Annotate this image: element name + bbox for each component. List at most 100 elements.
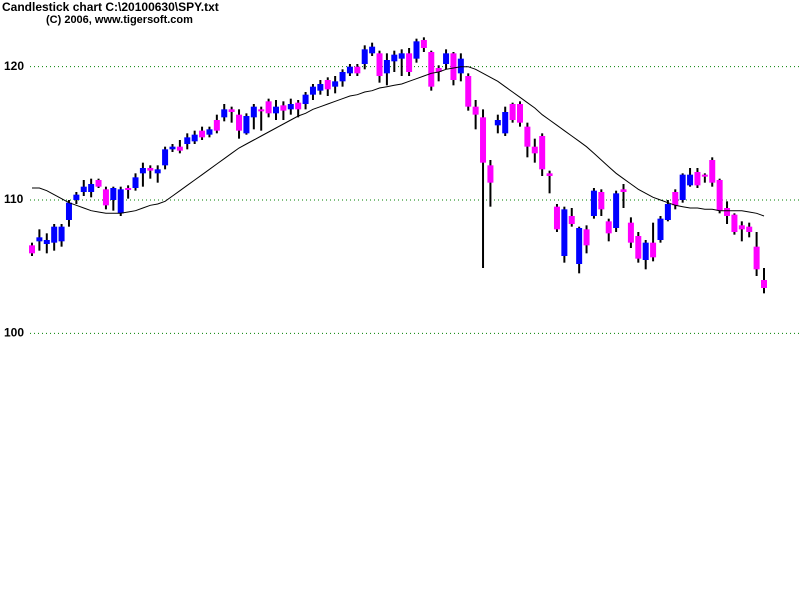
candle-body xyxy=(95,180,102,187)
candle-body xyxy=(154,169,161,174)
candle-body xyxy=(228,109,235,112)
candle-body xyxy=(51,226,58,243)
candle-body xyxy=(761,280,767,288)
candle-body xyxy=(43,240,50,244)
candle-body xyxy=(509,104,516,120)
candle-body xyxy=(369,46,376,54)
candle-body xyxy=(524,126,531,147)
candle-body xyxy=(694,172,701,186)
candle-body xyxy=(117,189,124,214)
candle-body xyxy=(139,168,146,174)
candle-body xyxy=(273,106,279,114)
candle-body xyxy=(701,174,708,177)
candle-body xyxy=(191,134,198,142)
candle-body xyxy=(716,180,723,211)
candle-body xyxy=(420,40,427,48)
candle-body xyxy=(465,76,472,107)
candle-body xyxy=(435,68,442,72)
y-tick-label: 120 xyxy=(4,59,24,73)
y-tick-label: 100 xyxy=(4,326,24,340)
candle-body xyxy=(657,218,664,240)
candle-body xyxy=(147,168,154,171)
candle-body xyxy=(546,173,553,176)
candle-body xyxy=(738,225,745,230)
candle-body xyxy=(354,66,361,74)
candle-body xyxy=(221,109,228,118)
candle-body xyxy=(635,236,642,259)
y-tick-label: 110 xyxy=(4,192,24,206)
candle-body xyxy=(295,102,302,110)
candle-body xyxy=(605,221,612,234)
chart-subtitle: (C) 2006, www.tigersoft.com xyxy=(46,14,193,26)
candle-body xyxy=(709,160,716,183)
candle-body xyxy=(428,52,435,87)
candle-body xyxy=(487,165,494,183)
candle-body xyxy=(450,53,457,80)
candle-body xyxy=(391,54,398,62)
candle-body xyxy=(613,193,620,228)
candle-body xyxy=(346,66,353,74)
candle-body xyxy=(576,228,583,264)
candle-body xyxy=(361,49,368,64)
candle-body xyxy=(472,106,479,115)
candle-body xyxy=(664,204,671,220)
candle-body xyxy=(731,214,738,232)
candle-body xyxy=(620,189,627,192)
candle-body xyxy=(413,41,420,59)
candle-body xyxy=(184,137,191,144)
candle-body xyxy=(539,136,546,170)
candle-body xyxy=(287,104,294,110)
candle-body xyxy=(125,188,132,190)
candle-body xyxy=(590,190,597,216)
candle-body xyxy=(753,246,760,270)
candle-body xyxy=(280,105,287,111)
candle-body xyxy=(672,192,679,206)
candle-body xyxy=(88,184,95,192)
candle-body xyxy=(457,58,464,74)
candle-body xyxy=(206,129,213,135)
candle-body xyxy=(29,245,35,254)
candle-body xyxy=(494,120,501,126)
candle-body xyxy=(679,174,686,200)
candle-body xyxy=(376,53,383,76)
candle-body xyxy=(302,94,309,104)
candle-body xyxy=(258,109,265,112)
candle-body xyxy=(199,130,206,138)
moving-average-line xyxy=(32,66,765,217)
candle-body xyxy=(80,186,87,192)
candle-body xyxy=(250,106,257,118)
candle-body xyxy=(176,146,183,151)
candle-body xyxy=(162,149,169,166)
candle-body xyxy=(687,174,694,186)
candle-body xyxy=(332,81,339,87)
candle-body xyxy=(502,112,509,134)
candle-body xyxy=(746,226,753,232)
candle-body xyxy=(324,80,331,90)
candle-body xyxy=(102,189,109,206)
candle-body xyxy=(383,60,390,74)
candle-body xyxy=(213,120,220,131)
candle-body xyxy=(339,72,346,82)
candle-body xyxy=(73,194,80,200)
candle-body xyxy=(480,117,487,163)
candle-body xyxy=(265,101,272,114)
candle-body xyxy=(58,226,65,242)
candle-body xyxy=(398,53,405,59)
candle-body xyxy=(243,116,250,134)
candle-body xyxy=(309,86,316,95)
candle-body xyxy=(317,84,324,91)
candle-body xyxy=(517,104,523,123)
candle-body xyxy=(236,114,243,131)
candle-body xyxy=(132,177,139,188)
candle-body xyxy=(642,242,649,260)
candle-body xyxy=(406,53,413,72)
chart-title: Candlestick chart C:\20100630\SPY.txt xyxy=(2,0,219,14)
candle-body xyxy=(561,209,568,256)
candle-body xyxy=(443,53,450,64)
candle-body xyxy=(650,242,657,258)
candle-body xyxy=(627,222,634,243)
candle-body xyxy=(568,216,575,224)
candle-body xyxy=(36,237,43,242)
